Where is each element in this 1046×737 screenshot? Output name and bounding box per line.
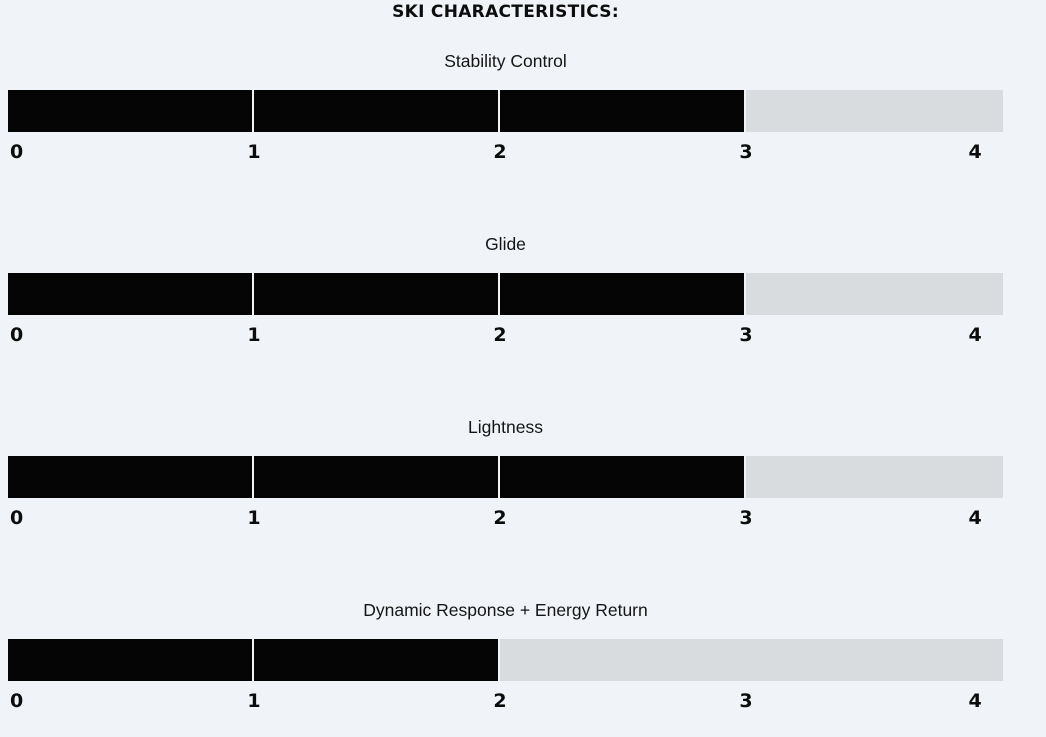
tick-label: 0 xyxy=(10,690,24,712)
tick-label: 4 xyxy=(968,507,982,529)
tick-row: 0 1 2 3 4 xyxy=(8,508,1003,528)
bar-fill-segment xyxy=(499,90,744,132)
bar-gauge xyxy=(8,639,1003,681)
chart-title: Lightness xyxy=(468,417,543,437)
bar-gauge xyxy=(8,90,1003,132)
bar-track-remainder xyxy=(745,273,1003,315)
tick-row: 0 1 2 3 4 xyxy=(8,325,1003,345)
ski-characteristics-panel: SKI CHARACTERISTICS: Stability Control 0… xyxy=(8,0,1003,711)
tick-label: 0 xyxy=(10,141,24,163)
tick-label: 1 xyxy=(247,690,261,712)
tick-row: 0 1 2 3 4 xyxy=(8,142,1003,162)
tick-label: 3 xyxy=(739,690,753,712)
bar-fill-segment xyxy=(8,273,252,315)
tick-label: 0 xyxy=(10,507,24,529)
tick-label: 0 xyxy=(10,324,24,346)
chart-lightness: Lightness 0 1 2 3 4 xyxy=(8,417,1003,528)
tick-label: 3 xyxy=(739,141,753,163)
bar-fill-segment xyxy=(253,273,498,315)
bar-track-remainder xyxy=(745,456,1003,498)
bar-gauge xyxy=(8,456,1003,498)
tick-label: 3 xyxy=(739,324,753,346)
bar-track-remainder xyxy=(499,639,1003,681)
tick-label: 2 xyxy=(493,507,507,529)
tick-label: 3 xyxy=(739,507,753,529)
chart-glide: Glide 0 1 2 3 4 xyxy=(8,234,1003,345)
tick-label: 2 xyxy=(493,141,507,163)
bar-fill-segment xyxy=(8,90,252,132)
chart-title: Stability Control xyxy=(444,51,567,71)
tick-label: 4 xyxy=(968,324,982,346)
bar-fill-segment xyxy=(8,456,252,498)
tick-label: 1 xyxy=(247,324,261,346)
bar-fill-segment xyxy=(499,456,744,498)
bar-gauge xyxy=(8,273,1003,315)
tick-label: 1 xyxy=(247,141,261,163)
page-title: SKI CHARACTERISTICS: xyxy=(392,2,619,22)
chart-stability-control: Stability Control 0 1 2 3 4 xyxy=(8,51,1003,162)
bar-track-remainder xyxy=(745,90,1003,132)
bar-fill-segment xyxy=(253,90,498,132)
bar-fill-segment xyxy=(253,639,498,681)
tick-label: 4 xyxy=(968,141,982,163)
tick-row: 0 1 2 3 4 xyxy=(8,691,1003,711)
chart-title: Glide xyxy=(485,234,526,254)
bar-fill-segment xyxy=(8,639,252,681)
tick-label: 2 xyxy=(493,324,507,346)
chart-title: Dynamic Response + Energy Return xyxy=(363,600,648,620)
tick-label: 1 xyxy=(247,507,261,529)
chart-dynamic-response-energy-return: Dynamic Response + Energy Return 0 1 2 3 4 xyxy=(8,600,1003,711)
tick-label: 2 xyxy=(493,690,507,712)
bar-fill-segment xyxy=(253,456,498,498)
bar-fill-segment xyxy=(499,273,744,315)
tick-label: 4 xyxy=(968,690,982,712)
